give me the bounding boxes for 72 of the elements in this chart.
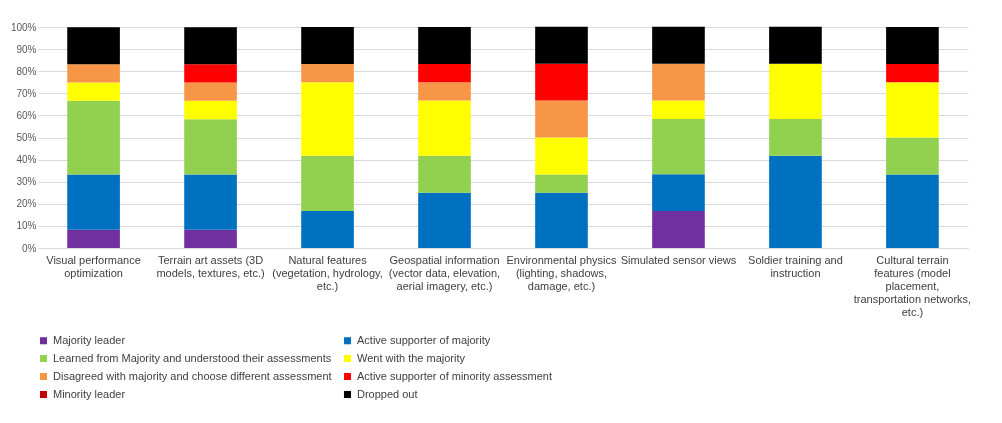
bar [535,26,588,64]
y-tick-label: 60% [16,109,37,121]
bar [301,155,354,212]
y-tick-label: 0% [22,242,37,254]
y-tick-label: 80% [16,65,37,77]
bar [67,174,120,230]
bar [652,100,705,119]
y-tick-label: 90% [16,43,37,55]
bar [67,100,120,175]
y-tick-label: 70% [16,87,37,99]
bar [886,137,939,175]
bar [652,63,705,101]
bar [301,63,354,83]
y-tick-label: 10% [16,220,37,232]
x-tick-label: Soldier training and instruction [748,253,843,279]
x-tick-label: Environmental physics (lighting, shadows, damage, etc.) [506,253,618,292]
bar [535,100,588,138]
bar [184,64,237,83]
bar [184,174,237,230]
bar [769,26,822,64]
legend-label: Active supporter of majority [357,333,491,346]
bar [418,63,471,83]
bar [184,119,237,175]
y-tick-label: 30% [16,176,37,188]
bar [301,82,354,156]
bar [418,27,471,64]
bar [67,82,120,101]
bar [535,63,588,101]
bar [418,100,471,156]
bar [184,82,237,101]
bar [535,137,588,175]
x-tick-label: Cultural terrain features (model placement, transportation networks, etc.) [853,253,972,318]
legend-label: Disagreed with majority and choose different assessment [53,369,332,382]
bar [418,155,471,193]
legend-label: Active supporter of minority assessment [357,369,553,382]
bar [301,211,354,248]
bar [67,27,120,65]
bar [184,100,237,120]
bar [535,174,588,193]
x-tick-label: Geospatial information (vector data, elevation, aerial imagery, etc.) [388,253,501,292]
legend-label: Minority leader [53,387,126,400]
y-tick-label: 20% [16,198,37,210]
x-tick-label: Terrain art assets (3D models, textures, etc.) [156,253,265,279]
bar [67,64,120,83]
bar [301,27,354,64]
bar [886,63,939,83]
bar [886,174,939,248]
bar [652,211,705,248]
y-tick-label: 50% [16,132,37,143]
legend-label: Dropped out [357,387,418,400]
legend-label: Learned from Majority and understood their assessments [53,351,332,364]
bar [418,192,471,248]
bar [652,174,705,212]
bar [67,229,120,248]
bar [184,229,237,248]
y-tick-label: 100% [10,21,37,33]
bar [769,118,822,156]
bar [418,82,471,101]
bar [652,26,705,64]
y-tick-label: 40% [16,154,37,166]
bar [184,27,237,65]
bar [769,63,822,119]
bar [886,27,939,64]
bar [769,155,822,248]
legend-label: Went with the majority [357,351,466,364]
legend-label: Majority leader [53,333,126,346]
x-tick-label: Natural features (vegetation, hydrology, etc.) [272,253,383,292]
x-tick-label: Visual performance optimization [46,253,141,279]
bar [535,192,588,248]
bar [652,118,705,175]
x-tick-label: Simulated sensor views [620,253,737,266]
bar [886,82,939,138]
